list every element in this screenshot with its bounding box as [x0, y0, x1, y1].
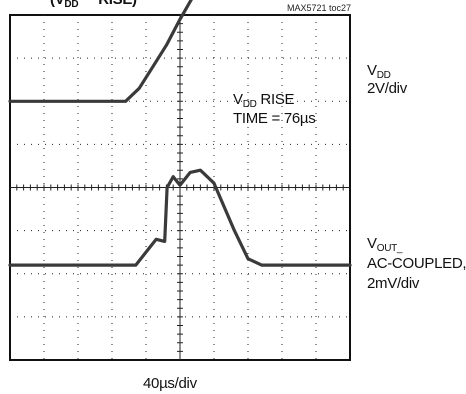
vout-prefix: V	[367, 235, 377, 252]
vout-label: VOUT_	[367, 235, 403, 258]
annotation-tail: RISE	[256, 91, 295, 108]
vout-trace	[8, 168, 352, 267]
vdd-subscript: DD	[376, 70, 391, 81]
annotation-line1: VDD RISE	[233, 91, 295, 114]
annotation-line2: TIME = 76µs	[233, 110, 316, 127]
title-text: (V	[50, 0, 65, 8]
vout-subscript: OUT_	[376, 243, 403, 254]
vdd-trace	[8, 0, 193, 103]
title-subscript: DD	[64, 0, 79, 10]
annotation-prefix: V	[233, 91, 243, 108]
vout-scale-label: 2mV/div	[367, 275, 420, 292]
vdd-label: VDD	[367, 62, 391, 85]
grid-lines	[10, 15, 350, 360]
vout-coupling-label: AC-COUPLED,	[367, 255, 466, 272]
chart-id-label: MAX5721 toc27	[287, 3, 352, 13]
figure-title-fragment: (VDD RISE)	[50, 0, 137, 14]
x-scale-label: 40µs/div	[143, 375, 197, 392]
vdd-prefix: V	[367, 62, 377, 79]
vdd-scale-label: 2V/div	[367, 80, 407, 97]
title-tail-text: RISE)	[98, 0, 137, 8]
traces	[8, 0, 352, 267]
annotation-subscript: DD	[242, 99, 257, 110]
